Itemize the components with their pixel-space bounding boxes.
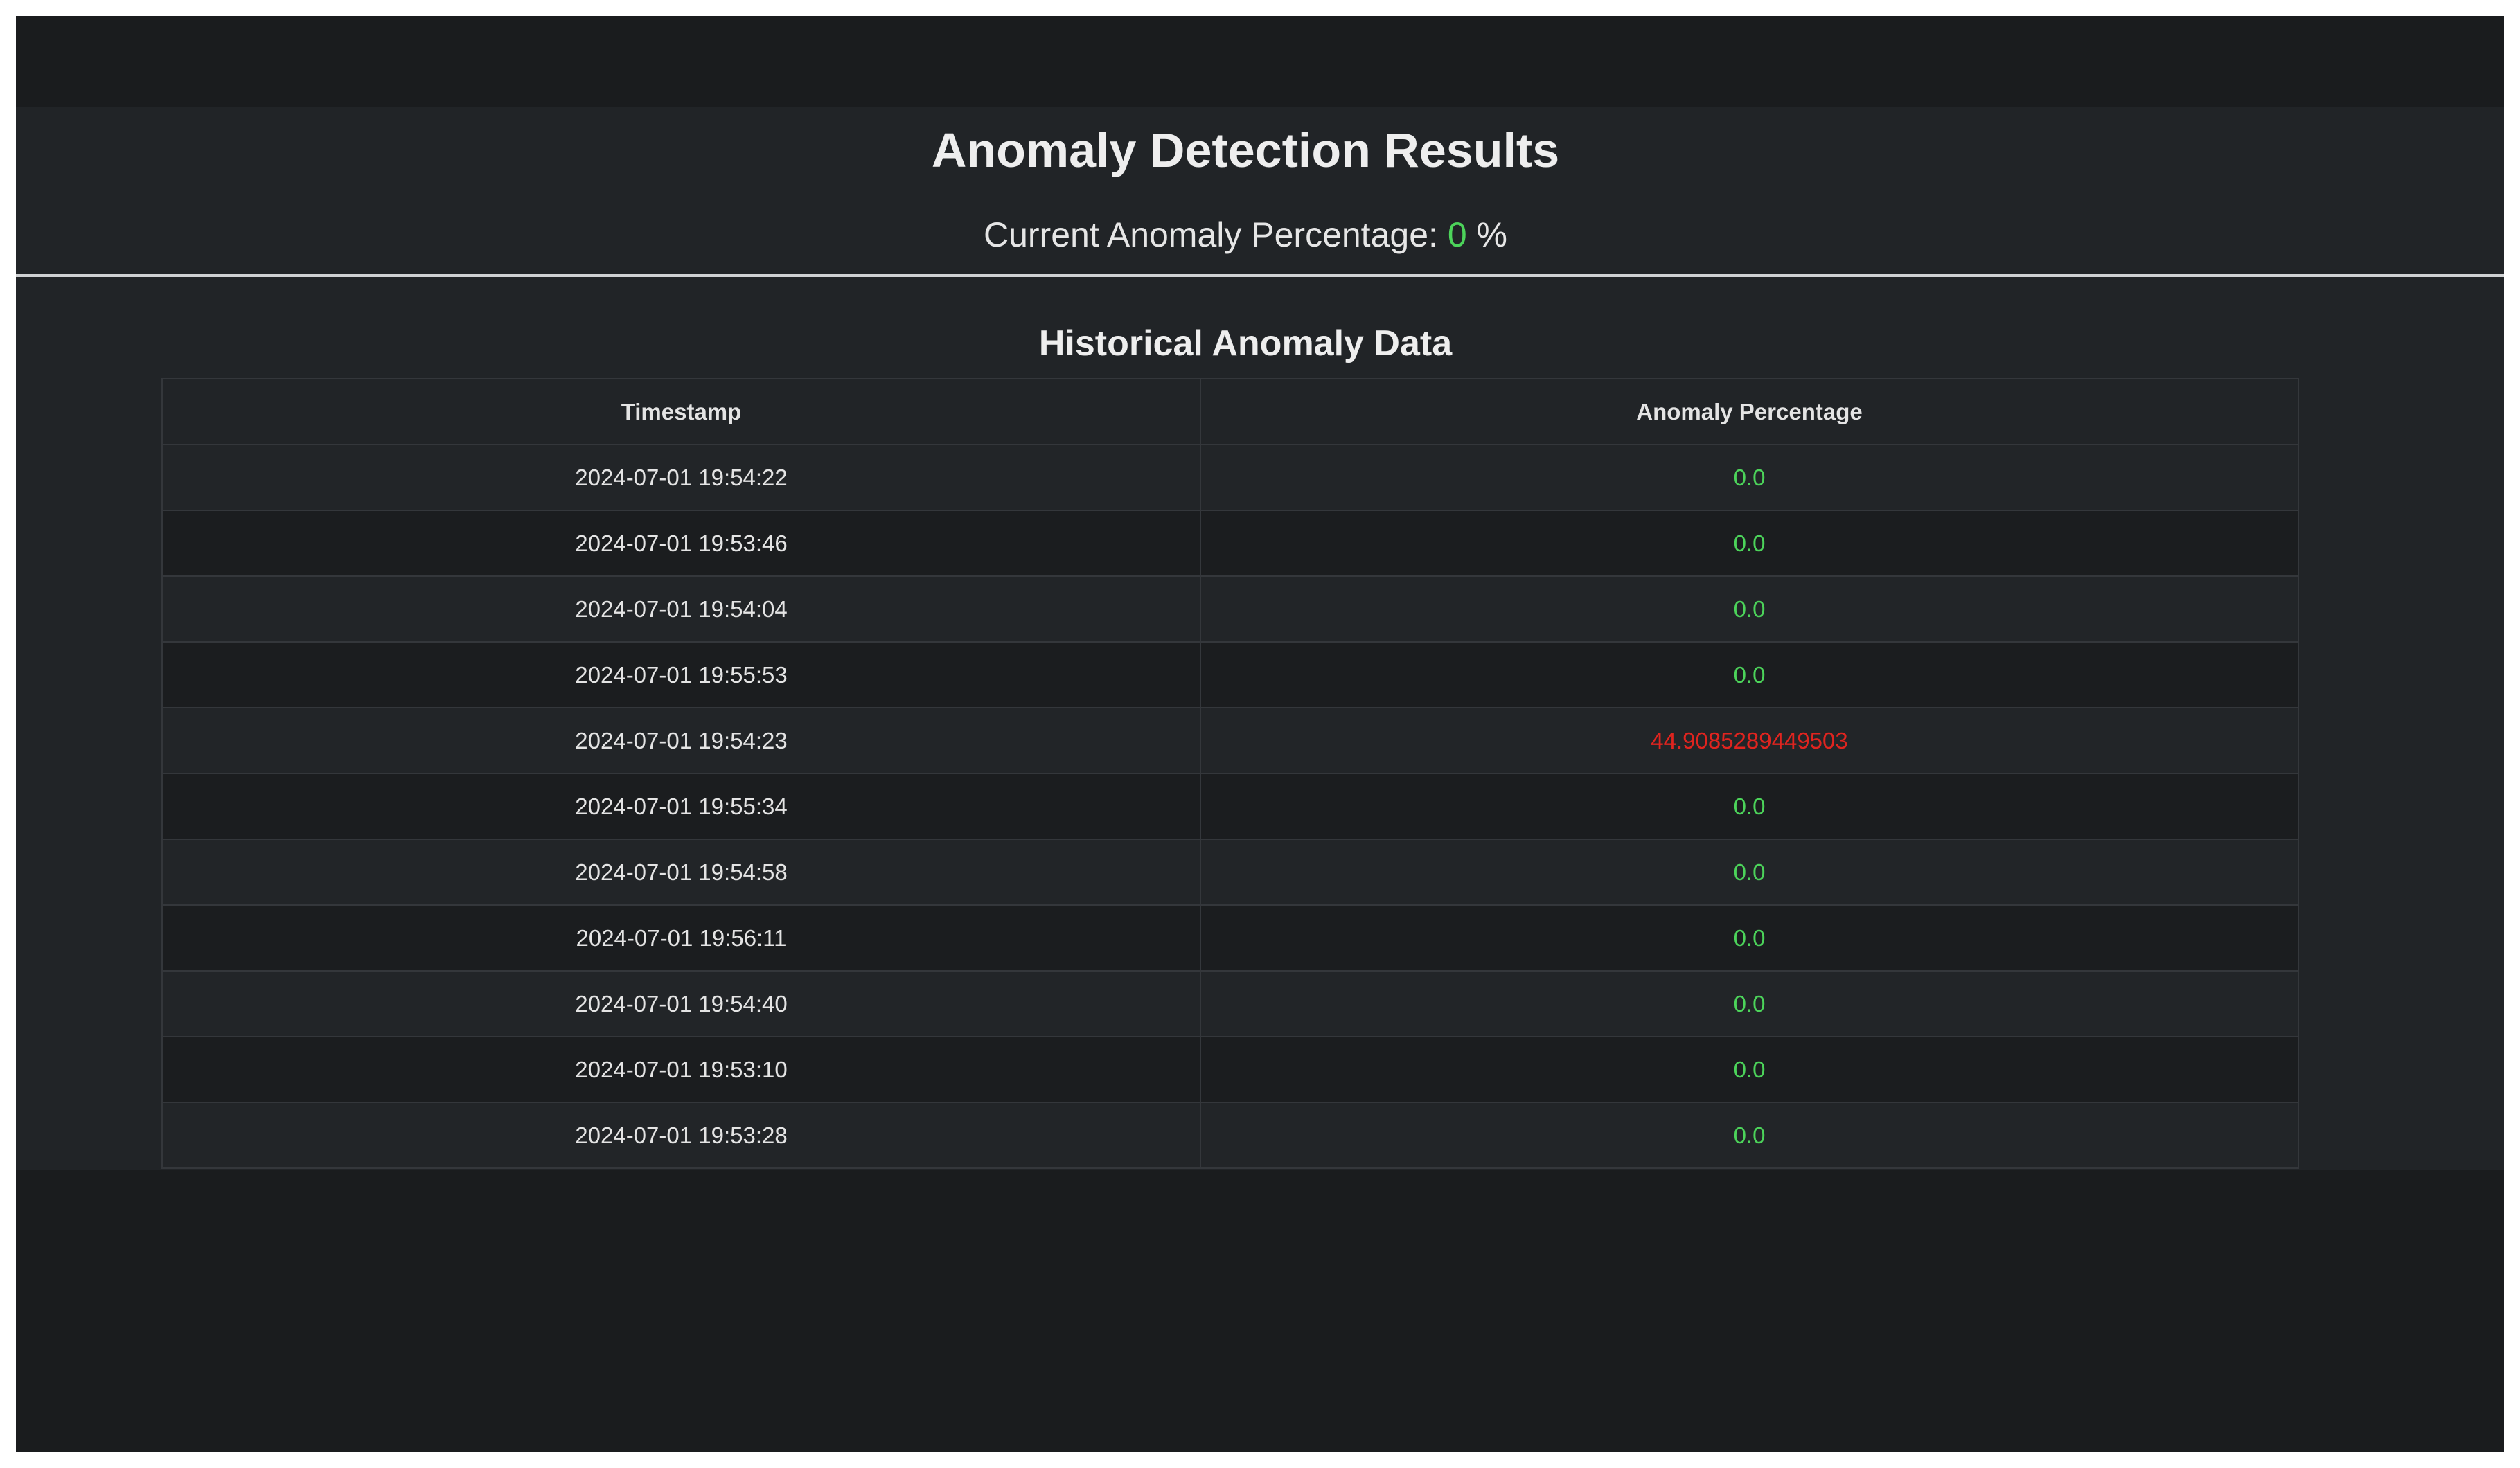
anomaly-percentage-header: Anomaly Percentage xyxy=(1200,378,2299,445)
section-divider xyxy=(16,274,2504,277)
table-row: 2024-07-01 19:54:23 44.9085289449503 xyxy=(161,707,2299,774)
table-row: 2024-07-01 19:55:53 0.0 xyxy=(161,641,2299,708)
timestamp-cell: 2024-07-01 19:56:11 xyxy=(161,904,1201,972)
timestamp-cell: 2024-07-01 19:55:34 xyxy=(161,773,1201,840)
current-anomaly-value: 0 xyxy=(1447,215,1467,254)
anomaly-percentage-cell: 0.0 xyxy=(1200,904,2299,972)
anomaly-percentage-cell: 0.0 xyxy=(1200,641,2299,708)
anomaly-percentage-cell: 44.9085289449503 xyxy=(1200,707,2299,774)
timestamp-cell: 2024-07-01 19:54:23 xyxy=(161,707,1201,774)
app-window: Anomaly Detection Results Current Anomal… xyxy=(16,16,2504,1452)
current-anomaly-unit: % xyxy=(1476,215,1507,254)
anomaly-percentage-cell: 0.0 xyxy=(1200,1036,2299,1103)
table-header-row: Timestamp Anomaly Percentage xyxy=(161,378,2299,445)
timestamp-cell: 2024-07-01 19:54:04 xyxy=(161,575,1201,643)
anomaly-percentage-cell: 0.0 xyxy=(1200,510,2299,577)
timestamp-cell: 2024-07-01 19:54:58 xyxy=(161,839,1201,906)
timestamp-cell: 2024-07-01 19:53:28 xyxy=(161,1102,1201,1169)
anomaly-percentage-cell: 0.0 xyxy=(1200,575,2299,643)
anomaly-percentage-cell: 0.0 xyxy=(1200,773,2299,840)
history-title: Historical Anomaly Data xyxy=(1038,323,1453,364)
anomaly-percentage-cell: 0.0 xyxy=(1200,444,2299,511)
timestamp-cell: 2024-07-01 19:55:53 xyxy=(161,641,1201,708)
anomaly-percentage-cell: 0.0 xyxy=(1200,1102,2299,1169)
table-row: 2024-07-01 19:53:28 0.0 xyxy=(161,1102,2299,1169)
table-row: 2024-07-01 19:54:40 0.0 xyxy=(161,970,2299,1037)
history-table: Timestamp Anomaly Percentage 2024-07-01 … xyxy=(161,378,2299,1169)
timestamp-cell: 2024-07-01 19:53:10 xyxy=(161,1036,1201,1103)
timestamp-cell: 2024-07-01 19:53:46 xyxy=(161,510,1201,577)
table-row: 2024-07-01 19:55:34 0.0 xyxy=(161,773,2299,840)
table-row: 2024-07-01 19:56:11 0.0 xyxy=(161,904,2299,972)
table-row: 2024-07-01 19:53:10 0.0 xyxy=(161,1036,2299,1103)
timestamp-cell: 2024-07-01 19:54:40 xyxy=(161,970,1201,1037)
table-row: 2024-07-01 19:54:04 0.0 xyxy=(161,575,2299,643)
table-row: 2024-07-01 19:53:46 0.0 xyxy=(161,510,2299,577)
current-anomaly-label: Current Anomaly Percentage: xyxy=(983,215,1438,254)
anomaly-percentage-cell: 0.0 xyxy=(1200,839,2299,906)
anomaly-percentage-cell: 0.0 xyxy=(1200,970,2299,1037)
page-title: Anomaly Detection Results xyxy=(931,123,1560,177)
table-row: 2024-07-01 19:54:58 0.0 xyxy=(161,839,2299,906)
history-table-body: 2024-07-01 19:54:22 0.0 2024-07-01 19:53:4… xyxy=(161,444,2299,1169)
timestamp-cell: 2024-07-01 19:54:22 xyxy=(161,444,1201,511)
current-anomaly-readout: Current Anomaly Percentage: 0 % xyxy=(16,214,2475,256)
timestamp-header: Timestamp xyxy=(161,378,1201,445)
table-row: 2024-07-01 19:54:22 0.0 xyxy=(161,444,2299,511)
